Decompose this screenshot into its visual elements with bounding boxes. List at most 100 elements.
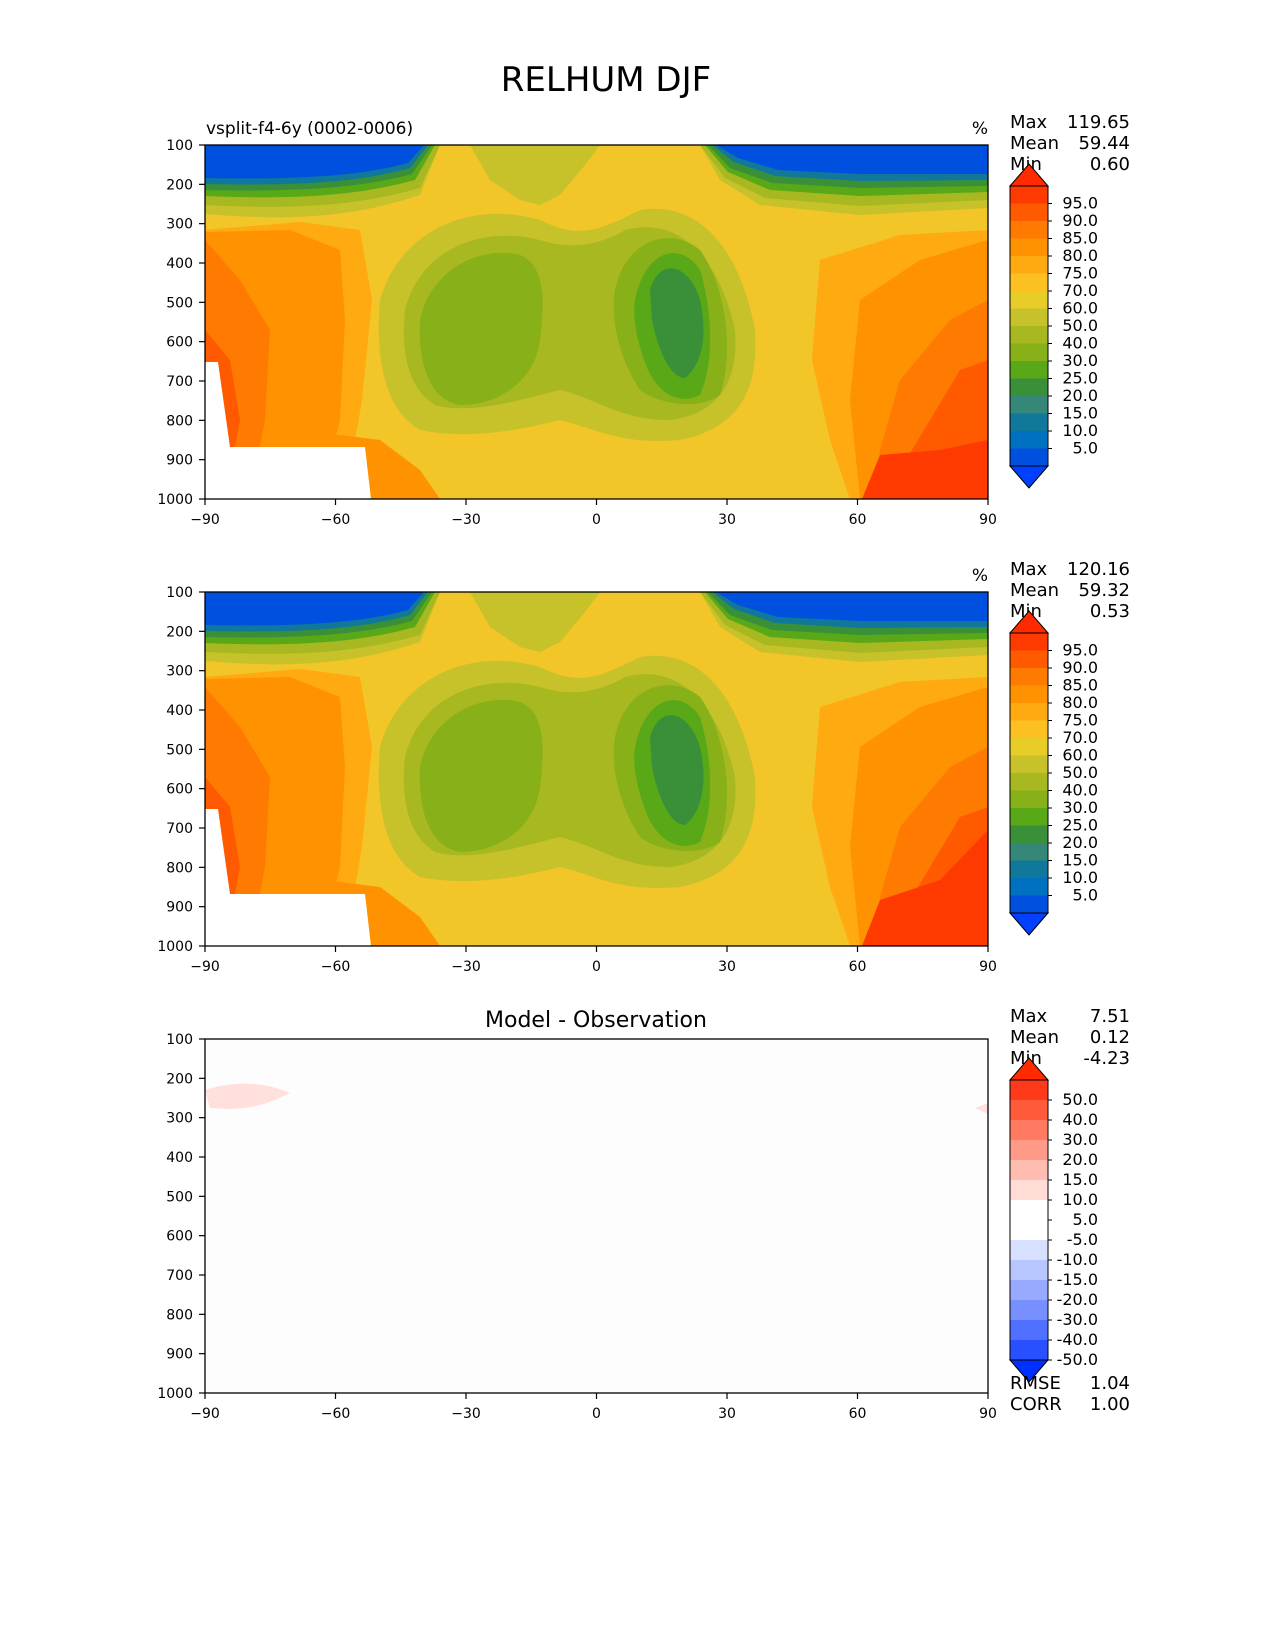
stat-max-value: 7.51 [1090,1006,1130,1027]
colorbar-segment [1010,738,1048,756]
colorbar-segment [1010,1220,1048,1241]
colorbar-level-label: 40.0 [1062,334,1098,353]
y-tick-label: 200 [166,1071,193,1087]
y-tick-label: 600 [166,1229,193,1245]
y-tick-label: 800 [166,860,193,876]
colorbar-segment [1010,1120,1048,1141]
colorbar-segment [1010,1300,1048,1321]
colorbar-level-label: -40.0 [1057,1330,1098,1349]
x-tick-label: 60 [849,512,867,528]
colorbar-segment [1010,413,1048,432]
x-tick-label: 60 [849,959,867,975]
colorbar-segment [1010,203,1048,222]
y-tick-label: 700 [166,821,193,837]
y-tick-label: 300 [166,217,193,233]
colorbar-level-label: 95.0 [1062,194,1098,213]
x-tick-label: −60 [321,959,351,975]
colorbar-level-label: 30.0 [1062,351,1098,370]
colorbar-segment [1010,378,1048,397]
colorbar-segment [1010,773,1048,791]
x-tick-label: −90 [190,959,220,975]
colorbar-level-label: 20.0 [1062,386,1098,405]
x-axis: −90 −60 −30 0 30 60 90 [190,1393,997,1422]
rmse-label: RMSE [1010,1373,1061,1394]
colorbar-segment [1010,720,1048,739]
x-tick-label: 90 [979,1406,997,1422]
colorbar-segment [1010,1280,1048,1301]
corr-value: 1.00 [1090,1394,1130,1415]
corr-label: CORR [1010,1394,1062,1415]
colorbar-min-extension [1008,912,1050,936]
colorbar-segment [1010,448,1048,467]
colorbar-segment [1010,808,1048,826]
stats-block: Max 119.65 Mean 59.44 Min 0.60 [1010,112,1130,175]
x-tick-label: 90 [979,959,997,975]
colorbar-segment [1010,1160,1048,1181]
y-axis: 100 200 300 400 500 600 700 800 900 1000 [157,138,205,508]
colorbar-segment [1010,256,1048,274]
colorbar-level-label: 60.0 [1062,746,1098,765]
stats-block: Max 7.51 Mean 0.12 Min -4.23 [1010,1006,1130,1069]
stat-max-label: Max [1010,559,1048,580]
colorbar-level-label: -30.0 [1057,1310,1098,1329]
colorbar-level-label: 5.0 [1073,886,1098,905]
colorbar-level-label: 85.0 [1062,676,1098,695]
colorbar-level-label: 70.0 [1062,728,1098,747]
stat-max-label: Max [1010,1006,1048,1027]
y-axis: 100 200 300 400 500 600 700 800 900 1000 [157,585,205,955]
y-tick-label: 200 [166,624,193,640]
x-tick-label: −30 [451,512,481,528]
colorbar: 95.090.085.080.075.070.060.050.040.030.0… [1008,163,1098,489]
colorbar-segment [1010,1180,1048,1201]
colorbar-level-label: 15.0 [1062,851,1098,870]
y-tick-label: 800 [166,1307,193,1323]
x-axis: −90 −60 −30 0 30 60 90 [190,499,997,528]
y-tick-label: 1000 [157,492,193,508]
colorbar-segment [1010,685,1048,704]
colorbar-segment [1010,878,1048,896]
units-label: % [972,119,988,139]
y-tick-label: 700 [166,374,193,390]
y-tick-label: 900 [166,453,193,469]
colorbar-segment [1010,238,1048,257]
y-tick-label: 1000 [157,1386,193,1402]
colorbar-level-label: 95.0 [1062,641,1098,660]
colorbar-segment [1010,1240,1048,1261]
colorbar-level-label: -10.0 [1057,1250,1098,1269]
y-tick-label: 600 [166,782,193,798]
colorbar-level-label: -20.0 [1057,1290,1098,1309]
colorbar-level-label: 30.0 [1062,1130,1098,1149]
colorbar-level-label: 15.0 [1062,1170,1098,1189]
colorbar-level-label: 90.0 [1062,211,1098,230]
x-tick-label: 30 [718,959,736,975]
y-tick-label: 700 [166,1268,193,1284]
colorbar-segment [1010,843,1048,861]
colorbar-segment [1010,1080,1048,1101]
colorbar-level-label: 10.0 [1062,421,1098,440]
colorbar-level-label: -15.0 [1057,1270,1098,1289]
colorbar-segment [1010,221,1048,239]
stat-mean-value: 59.44 [1078,133,1130,154]
x-axis: −90 −60 −30 0 30 60 90 [190,946,997,975]
colorbar: 95.090.085.080.075.070.060.050.040.030.0… [1008,610,1098,936]
stat-mean-label: Mean [1010,580,1059,601]
stat-mean-label: Mean [1010,133,1059,154]
colorbar-level-label: 40.0 [1062,781,1098,800]
colorbar-segment [1010,633,1048,651]
x-tick-label: −90 [190,1406,220,1422]
colorbar-level-label: 75.0 [1062,264,1098,283]
y-tick-label: 100 [166,138,193,154]
colorbar-segment [1010,1140,1048,1161]
contour-field [205,592,988,946]
stat-mean-label: Mean [1010,1027,1059,1048]
colorbar-level-label: 25.0 [1062,816,1098,835]
contour-field [205,1039,988,1393]
y-tick-label: 100 [166,585,193,601]
stat-mean-value: 0.12 [1090,1027,1130,1048]
colorbar-level-label: 60.0 [1062,299,1098,318]
y-tick-label: 100 [166,1032,193,1048]
colorbar-segment [1010,343,1048,362]
colorbar-segment [1010,291,1048,309]
colorbar-level-label: 10.0 [1062,868,1098,887]
